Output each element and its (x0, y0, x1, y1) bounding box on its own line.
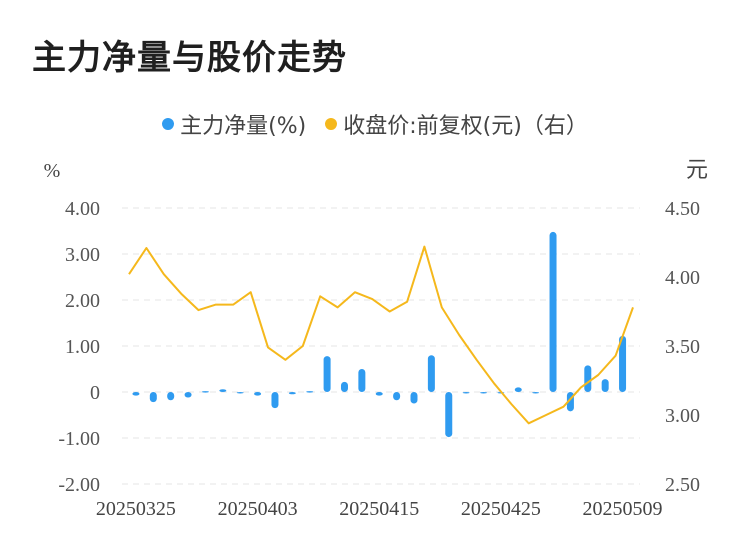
x-tick-label: 20250415 (339, 498, 419, 520)
y-left-tick-label: 1.00 (65, 336, 100, 358)
net-volume-bars (132, 231, 627, 438)
net-volume-bar (445, 392, 453, 438)
net-volume-bar (393, 392, 401, 401)
y-left-tick-label: 0 (90, 382, 100, 404)
y-right-tick-label: 3.50 (665, 336, 700, 358)
legend-label-net-volume: 主力净量(%) (180, 114, 307, 139)
net-volume-bar (323, 356, 331, 392)
y-left-tick-label: -1.00 (58, 428, 100, 450)
net-volume-bar (358, 369, 366, 392)
net-volume-bar (410, 392, 418, 404)
gridlines (122, 207, 640, 485)
net-volume-bar (132, 392, 140, 396)
close-price-line (128, 245, 634, 425)
net-volume-bar (532, 392, 540, 394)
y-axis-right-unit: 元 (686, 158, 708, 183)
y-axis-right-ticks: 4.50 4.00 3.50 3.00 2.50 (665, 198, 700, 496)
net-volume-bar (201, 391, 209, 393)
net-volume-bar (601, 379, 609, 392)
legend: 主力净量(%) 收盘价:前复权(元)（右） (0, 108, 750, 140)
net-volume-bar (427, 355, 435, 392)
y-right-tick-label: 2.50 (665, 474, 700, 496)
net-volume-bar (619, 335, 627, 392)
x-tick-label: 20250325 (96, 498, 176, 520)
close-price-line-group (128, 245, 634, 425)
x-tick-label: 20250509 (583, 498, 663, 520)
net-volume-bar (219, 389, 227, 392)
legend-item-close-price[interactable]: 收盘价:前复权(元)（右） (325, 108, 588, 140)
net-volume-bar (375, 392, 383, 396)
chart-title: 主力净量与股价走势 (32, 38, 347, 78)
net-volume-bar (236, 392, 244, 394)
net-volume-bar (549, 231, 557, 392)
legend-dot-yellow (325, 118, 338, 130)
net-volume-bar (167, 392, 175, 401)
y-left-tick-label: 4.00 (65, 198, 100, 220)
net-volume-bar (340, 381, 348, 392)
y-right-tick-label: 3.00 (665, 405, 700, 427)
y-left-tick-label: 2.00 (65, 290, 100, 312)
net-volume-bar (288, 392, 296, 395)
net-volume-bar (514, 387, 522, 392)
net-volume-bar (584, 365, 592, 392)
y-axis-left-ticks: 4.00 3.00 2.00 1.00 0 -1.00 -2.00 (58, 198, 100, 496)
net-volume-bar (254, 392, 262, 396)
net-volume-bar (149, 392, 157, 403)
net-volume-bar (480, 392, 488, 394)
legend-item-net-volume[interactable]: 主力净量(%) (162, 108, 306, 140)
net-volume-bar (184, 392, 192, 398)
y-right-tick-label: 4.50 (665, 198, 700, 220)
y-right-tick-label: 4.00 (665, 267, 700, 289)
x-axis-ticks: 20250325 20250403 20250415 20250425 20250509 (96, 498, 663, 520)
net-volume-bar (306, 391, 314, 393)
legend-dot-blue (162, 118, 175, 130)
x-tick-label: 20250403 (218, 498, 298, 520)
legend-label-close-price: 收盘价:前复权(元)（右） (343, 114, 588, 139)
net-volume-bar (462, 392, 470, 394)
y-axis-left-unit: % (44, 160, 61, 182)
y-left-tick-label: -2.00 (58, 474, 100, 496)
x-tick-label: 20250425 (461, 498, 541, 520)
y-left-tick-label: 3.00 (65, 244, 100, 266)
net-volume-bar (271, 392, 279, 409)
